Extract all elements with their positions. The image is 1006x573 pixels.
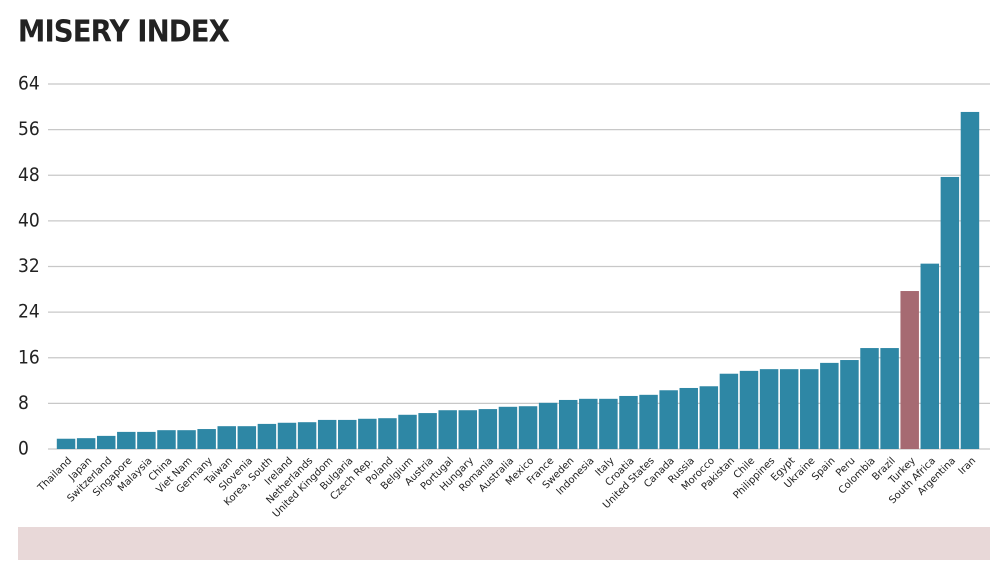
y-tick-label: 56 <box>18 118 40 140</box>
chart-title: MISERY INDEX <box>18 13 230 48</box>
bar <box>900 291 919 449</box>
bar <box>358 418 377 449</box>
y-tick-label: 64 <box>18 73 40 95</box>
bar <box>820 362 839 449</box>
bar <box>76 438 96 449</box>
bar <box>498 406 518 449</box>
bar <box>619 395 638 449</box>
bar <box>659 390 678 449</box>
bar <box>739 370 759 449</box>
x-tick-label: Iran <box>957 455 979 477</box>
bar <box>217 426 236 449</box>
bar <box>679 387 698 449</box>
footer-band <box>18 527 990 560</box>
bar <box>458 410 478 449</box>
bar <box>558 399 578 449</box>
bar <box>639 394 658 449</box>
bar <box>418 413 437 449</box>
bar <box>518 406 538 449</box>
bar <box>920 263 940 449</box>
bar <box>779 369 799 449</box>
y-tick-label: 32 <box>18 255 40 277</box>
bar <box>277 422 297 449</box>
bar <box>800 369 819 449</box>
bar <box>538 402 558 449</box>
bar <box>860 348 879 449</box>
bar <box>297 422 317 449</box>
x-tick-label: Spain <box>810 455 838 483</box>
bar <box>438 410 457 449</box>
bar <box>398 414 417 449</box>
y-tick-label: 16 <box>18 346 40 368</box>
bar <box>338 419 357 449</box>
bar <box>940 176 960 449</box>
bar <box>177 430 196 449</box>
bar <box>719 373 739 449</box>
bar <box>96 435 116 449</box>
y-tick-label: 0 <box>18 438 29 460</box>
bar <box>257 423 277 449</box>
bar <box>960 111 980 449</box>
bar <box>880 348 899 449</box>
y-tick-label: 48 <box>18 164 40 186</box>
bar <box>56 438 76 449</box>
bar <box>699 386 719 449</box>
y-tick-label: 24 <box>18 301 40 323</box>
bar <box>137 431 156 449</box>
bar <box>478 409 498 449</box>
bar <box>157 430 176 449</box>
y-tick-label: 40 <box>18 209 40 231</box>
bar <box>197 429 216 449</box>
bar <box>317 419 337 449</box>
bar <box>599 398 618 449</box>
y-tick-label: 8 <box>18 392 29 414</box>
bar <box>378 418 397 449</box>
bar <box>759 369 779 449</box>
bar <box>237 426 257 449</box>
bar <box>117 431 136 449</box>
bar <box>579 398 598 449</box>
bar <box>840 360 859 449</box>
